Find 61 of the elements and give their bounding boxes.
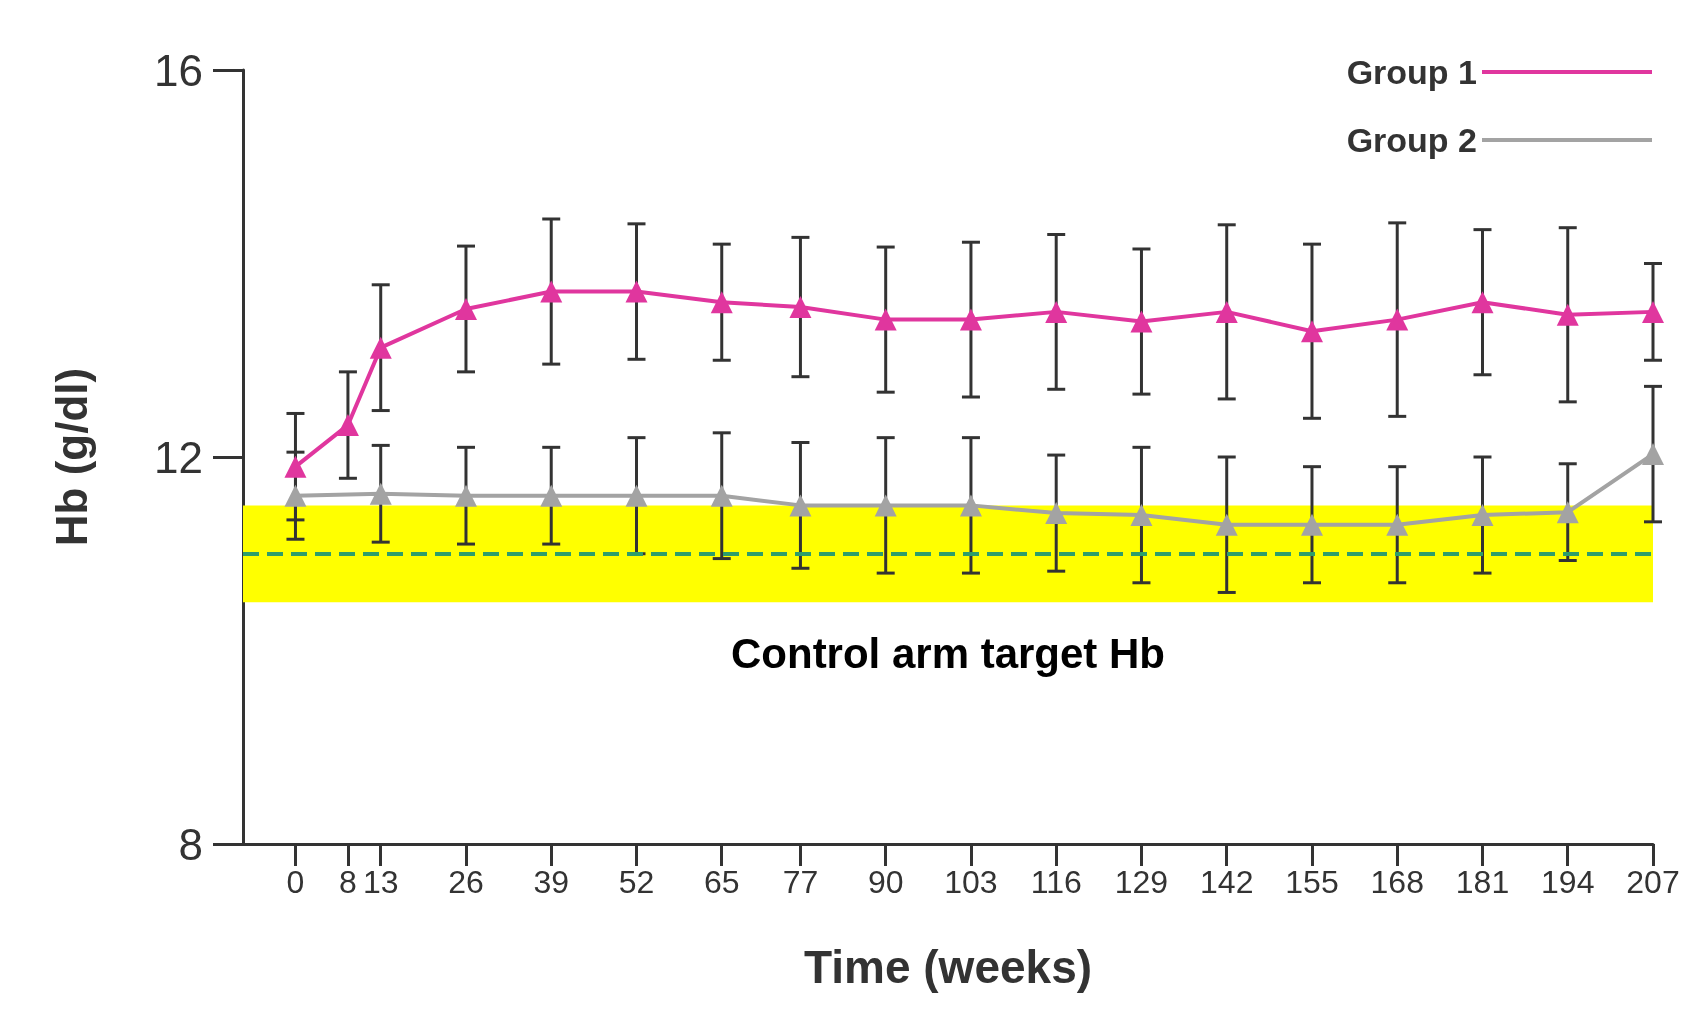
point: [540, 280, 563, 303]
band-label: Control arm target Hb: [730, 629, 1166, 677]
x-tick-label: 129: [1114, 864, 1169, 900]
x-tick-label: 90: [867, 864, 904, 900]
y-tick-label: 16: [154, 45, 203, 95]
point: [1471, 291, 1494, 314]
point: [1471, 504, 1494, 527]
point: [625, 280, 648, 303]
point: [369, 336, 392, 359]
x-tick-label: 194: [1541, 864, 1595, 900]
legend-label: Group 1: [1346, 53, 1477, 91]
point: [1642, 443, 1664, 466]
x-tick-label: 52: [618, 864, 655, 900]
x-tick-label: 8: [339, 864, 357, 900]
point: [1215, 513, 1238, 536]
x-tick-label: 103: [944, 864, 998, 900]
point: [959, 308, 982, 331]
point: [1045, 300, 1068, 323]
point: [1300, 320, 1323, 343]
x-tick-label: 116: [1030, 864, 1082, 900]
point: [1642, 300, 1664, 323]
point: [454, 484, 477, 507]
point: [1556, 303, 1579, 326]
point: [369, 482, 392, 505]
point: [874, 308, 897, 331]
x-tick-label: 13: [362, 864, 399, 900]
point: [284, 455, 307, 478]
x-axis-title: Time (weeks): [803, 941, 1093, 993]
legend-label: Group 2: [1346, 121, 1477, 159]
x-tick-label: 207: [1626, 864, 1680, 900]
point: [710, 484, 733, 507]
point: [874, 494, 897, 517]
x-tick-label: 168: [1370, 864, 1424, 900]
y-tick-label: 12: [154, 432, 203, 482]
x-tick-label: 0: [286, 864, 305, 900]
y-axis-title: Hb (g/dl): [46, 367, 96, 547]
point: [1215, 300, 1238, 323]
x-tick-label: 142: [1200, 864, 1254, 900]
point: [789, 494, 812, 517]
point: [789, 296, 812, 319]
point: [959, 494, 982, 517]
point: [540, 484, 563, 507]
point: [1130, 310, 1153, 333]
x-tick-label: 155: [1285, 864, 1339, 900]
point: [625, 484, 648, 507]
point: [710, 291, 733, 314]
point: [1130, 504, 1153, 527]
x-tick-label: 77: [782, 864, 819, 900]
point: [1386, 513, 1409, 536]
y-tick-label: 8: [178, 819, 203, 869]
x-tick-label: 181: [1455, 864, 1510, 900]
point: [1386, 308, 1409, 331]
x-tick-label: 26: [448, 864, 484, 900]
x-tick-label: 65: [703, 864, 740, 900]
point: [284, 484, 307, 507]
point: [1556, 501, 1579, 524]
point: [454, 297, 477, 320]
point: [336, 414, 359, 437]
point: [1300, 513, 1323, 536]
x-tick-label: 39: [533, 864, 570, 900]
point: [1045, 502, 1068, 525]
